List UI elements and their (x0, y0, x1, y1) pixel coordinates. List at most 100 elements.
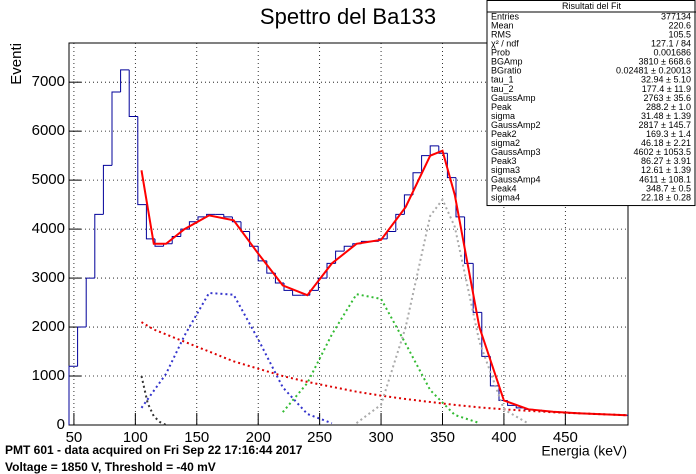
stats-label: BGratio (491, 66, 522, 76)
stats-label: GaussAmp3 (491, 147, 541, 157)
stats-value: 31.48 ± 1.39 (641, 111, 691, 121)
y-tick-label: 0 (57, 416, 65, 433)
stats-value: 127.1 / 84 (651, 39, 691, 49)
y-tick-label: 5000 (32, 171, 65, 188)
stats-value: 105.5 (668, 29, 691, 39)
histogram-bin (317, 277, 327, 291)
histogram-bin (481, 312, 491, 357)
x-tick-label: 400 (491, 429, 516, 446)
histogram-bin (231, 216, 241, 223)
x-tick-label: 450 (553, 429, 578, 446)
stats-label: Peak4 (491, 183, 517, 193)
y-tick-label: 1000 (32, 367, 65, 384)
histogram-bin (111, 91, 121, 166)
x-tick-label: 300 (369, 429, 394, 446)
stats-box: Risultati del Fit Entries 377134 Mean 220.6 R… (486, 0, 696, 207)
stats-label: Peak3 (491, 156, 517, 166)
footer-line: PMT 601 - data acquired on Fri Sep 22 17… (5, 443, 303, 457)
fit-curve (140, 149, 627, 417)
chart-title: Spettro del Ba133 (260, 4, 436, 29)
histogram-bin (446, 153, 456, 179)
stats-label: GaussAmp2 (491, 120, 541, 130)
x-tick-label: 200 (246, 429, 271, 446)
stats-label: sigma3 (491, 165, 520, 175)
histogram-bin (223, 214, 233, 218)
histogram-bin (154, 238, 164, 247)
stats-value: 2763 ± 35.6 (644, 93, 691, 103)
histogram-bin (102, 164, 112, 215)
stats-value: 2817 ± 145.7 (639, 120, 691, 130)
stats-frame (486, 0, 696, 207)
histogram-bin (429, 145, 439, 156)
stats-label: BGAmp (491, 57, 523, 67)
plot-frame (68, 42, 629, 426)
x-axis-label: Energia (keV) (541, 443, 627, 459)
stats-value: 288.2 ± 1.0 (646, 102, 691, 112)
histogram-bin (85, 277, 95, 328)
fit-component (355, 197, 529, 425)
y-tick-label: 3000 (32, 269, 65, 286)
footer-line: Voltage = 1850 V, Threshold = -40 mV (5, 460, 216, 474)
stats-value: 12.61 ± 1.39 (641, 165, 691, 175)
histogram-bin (464, 216, 474, 264)
stats-value: 177.4 ± 11.9 (642, 84, 691, 94)
stats-label: Mean (491, 20, 514, 30)
histogram-bin (137, 116, 147, 206)
histogram-bin (412, 172, 422, 195)
x-tick-label: 100 (123, 429, 148, 446)
x-tick-label: 250 (307, 429, 332, 446)
histogram-bin (455, 177, 465, 218)
stats-label: tau_1 (491, 75, 514, 85)
histogram-bin (128, 69, 138, 117)
stats-label: Peak2 (491, 129, 517, 139)
stats-value: 0.001686 (653, 48, 691, 58)
stats-value: 32.94 ± 5.10 (641, 75, 691, 85)
stats-value: 4611 ± 108.1 (639, 174, 691, 184)
histogram-bin (68, 365, 78, 425)
stats-label: χ² / ndf (491, 39, 519, 49)
y-tick-label: 4000 (32, 220, 65, 237)
stats-label: sigma2 (491, 138, 520, 148)
stats-label: RMS (491, 29, 511, 39)
stats-label: tau_2 (491, 84, 514, 94)
stats-value: 22.18 ± 0.28 (641, 192, 691, 202)
histogram-bin (197, 216, 207, 222)
x-tick-label: 50 (66, 429, 83, 446)
histogram-bin (343, 245, 353, 252)
stats-label: Prob (491, 48, 510, 58)
histogram-bin (472, 263, 482, 313)
stats-value: 348.7 ± 0.5 (646, 183, 691, 193)
stats-value: 46.18 ± 2.21 (641, 138, 691, 148)
stats-label: Peak (491, 102, 512, 112)
x-tick-label: 350 (430, 429, 455, 446)
histogram-bin (120, 69, 130, 92)
histogram-bin (77, 326, 87, 367)
stats-label: sigma4 (491, 192, 520, 202)
stats-label: Entries (491, 11, 520, 21)
stats-label: sigma (491, 111, 515, 121)
fit-component (282, 293, 480, 424)
stats-value: 169.3 ± 1.4 (646, 129, 691, 139)
fit-component (140, 321, 627, 417)
stats-value: 220.6 (668, 20, 691, 30)
y-tick-label: 2000 (32, 318, 65, 335)
histogram-bin (171, 235, 181, 244)
x-tick-label: 150 (184, 429, 209, 446)
stats-label: GaussAmp4 (491, 174, 541, 184)
stats-value: 86.27 ± 3.91 (641, 156, 691, 166)
histogram-bin (94, 213, 104, 279)
stats-value: 0.02481 ± 0.20013 (616, 66, 691, 76)
stats-label: GaussAmp (491, 93, 536, 103)
histogram-bin (249, 231, 259, 247)
fit-component (140, 291, 333, 425)
stats-value: 4602 ± 1053.5 (634, 147, 692, 157)
stats-value: 377134 (661, 11, 691, 21)
histogram-bin (421, 155, 431, 173)
histogram-bin (292, 290, 302, 296)
y-axis-label: Eventi (8, 43, 25, 85)
histogram-bin (395, 213, 405, 232)
stats-title: Risultati del Fit (562, 1, 622, 11)
y-tick-label: 6000 (32, 122, 65, 139)
stats-value: 3810 ± 668.6 (639, 57, 691, 67)
